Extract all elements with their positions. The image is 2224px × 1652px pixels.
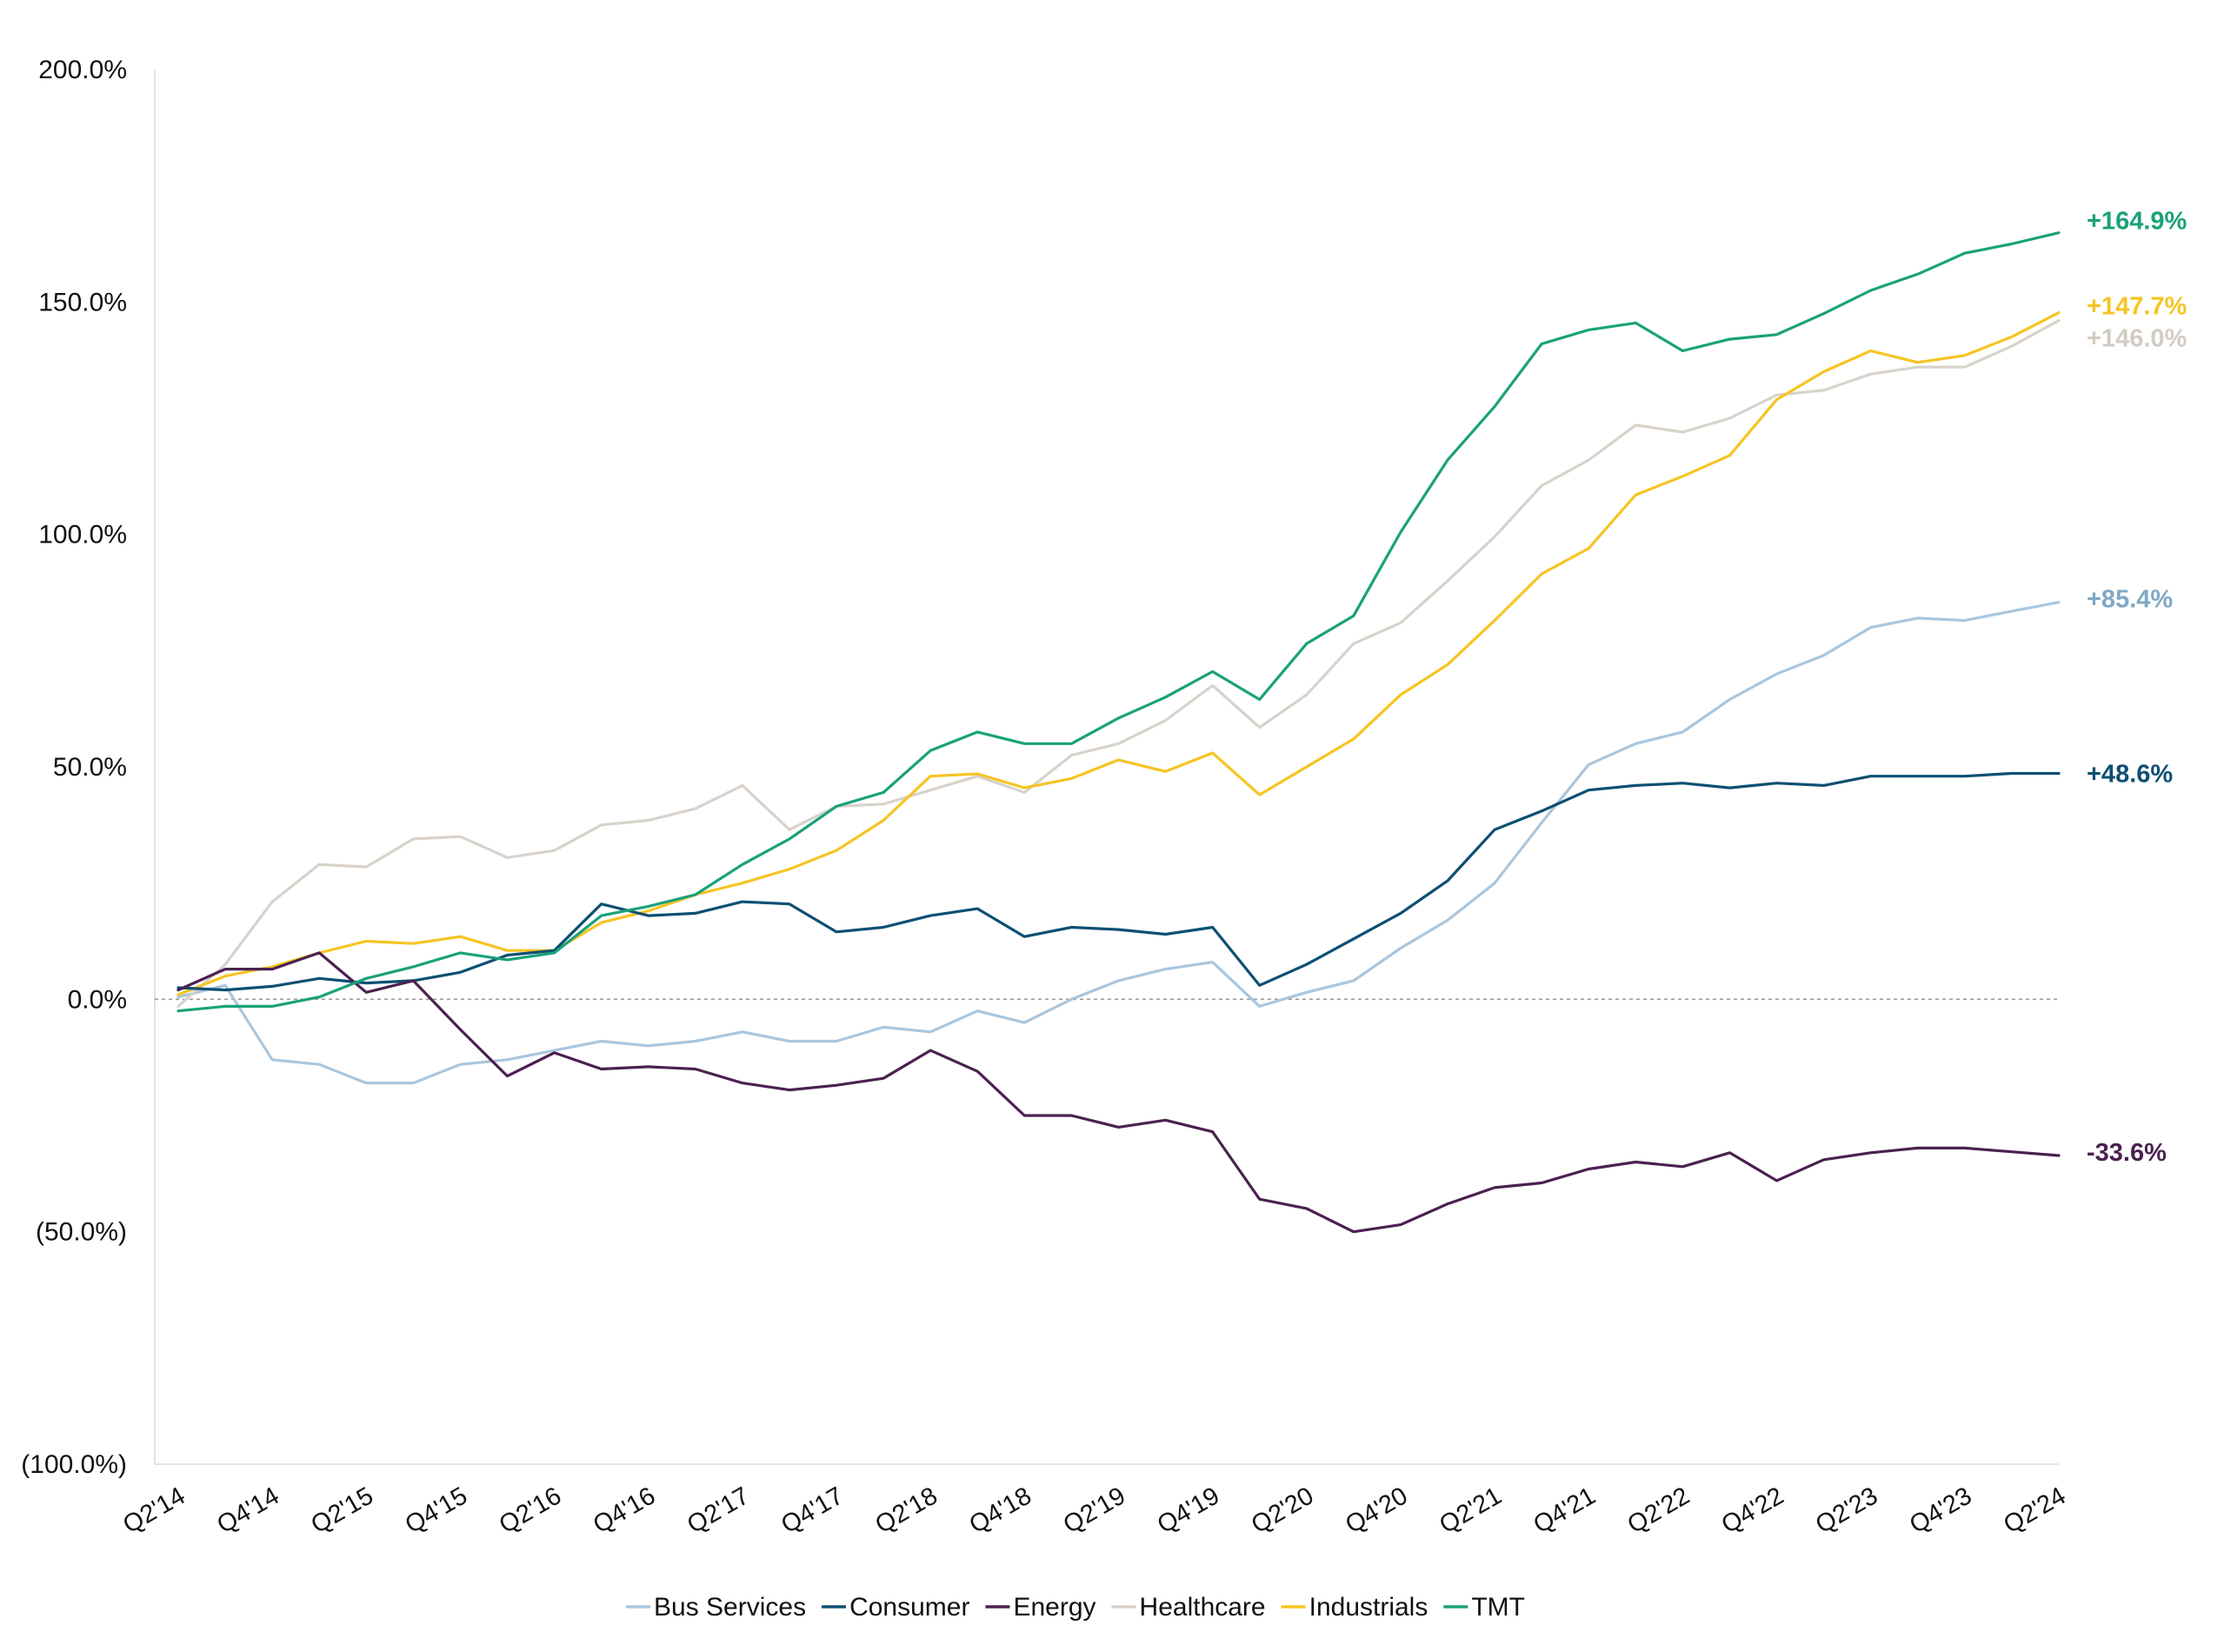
x-tick-label: Q2'21 — [1435, 1482, 1506, 1539]
end-label-healthcare: +146.0% — [2087, 325, 2187, 353]
legend-label-bus-services: Bus Services — [654, 1593, 806, 1622]
end-label-consumer: +48.6% — [2087, 760, 2173, 788]
legend-label-industrials: Industrials — [1309, 1593, 1428, 1622]
end-label-energy: -33.6% — [2087, 1139, 2167, 1167]
axes: 200.0% 150.0% 100.0% 50.0% 0.0% (50.0%) (100.0… — [21, 56, 2070, 1539]
x-tick-label: Q2'23 — [1811, 1482, 1882, 1539]
series-line-tmt — [176, 231, 2061, 1013]
x-tick-label: Q4'21 — [1529, 1482, 1601, 1539]
y-tick-label: (50.0%) — [36, 1218, 127, 1247]
x-tick-label: Q4'20 — [1341, 1482, 1412, 1539]
x-tick-label: Q2'15 — [307, 1482, 378, 1539]
legend-label-healthcare: Healthcare — [1140, 1593, 1266, 1622]
x-tick-label: Q4'14 — [212, 1482, 283, 1539]
series-line-consumer — [176, 771, 2061, 992]
x-tick-label: Q2'19 — [1059, 1482, 1130, 1539]
series-line-energy — [176, 951, 2061, 1234]
y-tick-label: 150.0% — [38, 288, 127, 316]
series-lines — [176, 231, 2061, 1234]
x-tick-label: Q4'16 — [589, 1482, 660, 1539]
end-label-bus-services: +85.4% — [2087, 586, 2173, 614]
series-line-industrials — [176, 311, 2061, 996]
end-label-tmt: +164.9% — [2087, 208, 2187, 236]
legend-label-consumer: Consumer — [849, 1593, 969, 1622]
x-tick-label: Q4'23 — [1905, 1482, 1976, 1539]
x-tick-label: Q4'17 — [776, 1482, 848, 1539]
end-label-industrials: +147.7% — [2087, 293, 2187, 321]
y-tick-label: 0.0% — [68, 985, 127, 1014]
x-tick-label: Q4'22 — [1717, 1482, 1788, 1539]
legend-label-energy: Energy — [1013, 1593, 1095, 1622]
x-tick-label: Q2'17 — [683, 1482, 754, 1539]
y-tick-label: 50.0% — [53, 753, 127, 782]
x-tick-label: Q2'14 — [118, 1482, 190, 1539]
x-tick-label: Q2'18 — [870, 1482, 942, 1539]
x-tick-label: Q2'20 — [1247, 1482, 1318, 1539]
x-tick-label: Q2'16 — [495, 1482, 566, 1539]
x-tick-label: Q2'22 — [1623, 1482, 1695, 1539]
series-line-bus-services — [176, 601, 2061, 1085]
y-tick-label: 100.0% — [38, 521, 127, 550]
y-tick-label: 200.0% — [38, 56, 127, 84]
legend-label-tmt: TMT — [1471, 1593, 1525, 1622]
series-line-healthcare — [176, 319, 2061, 1009]
x-tick-label: Q2'24 — [1999, 1482, 2070, 1539]
y-tick-label: (100.0%) — [21, 1450, 127, 1479]
legend: Bus Services Consumer Energy Healthcare Indu… — [626, 1593, 1525, 1622]
x-tick-label: Q4'15 — [401, 1482, 472, 1539]
end-labels: +85.4% +48.6% -33.6% +146.0% +147.7% +164.9% — [2087, 208, 2187, 1167]
x-tick-label: Q4'18 — [965, 1482, 1036, 1539]
x-tick-label: Q4'19 — [1153, 1482, 1224, 1539]
